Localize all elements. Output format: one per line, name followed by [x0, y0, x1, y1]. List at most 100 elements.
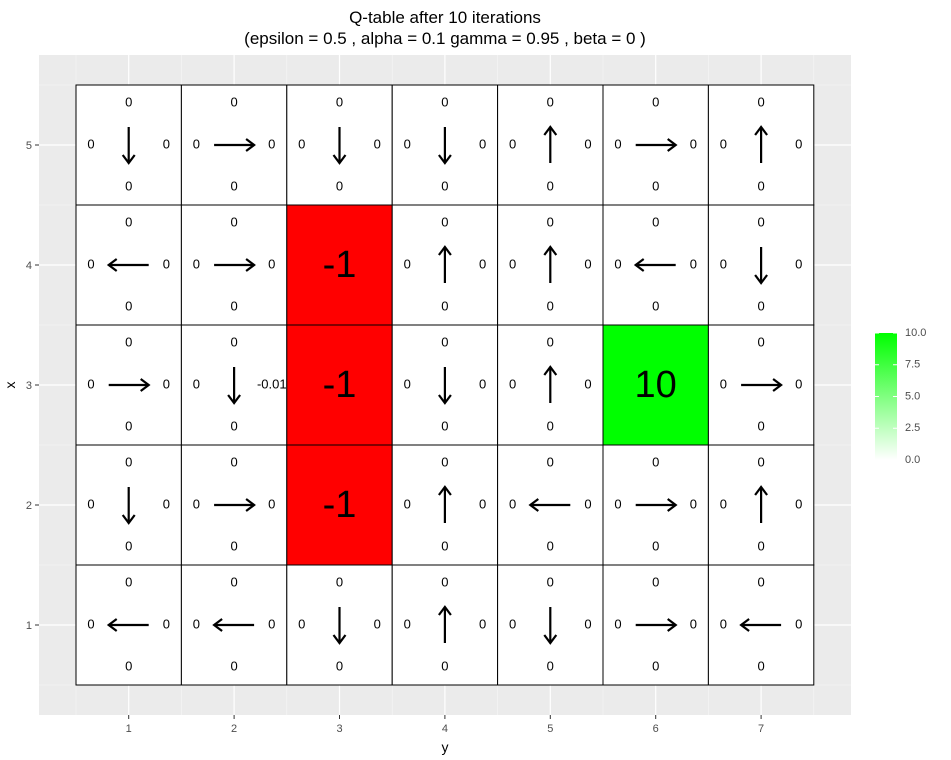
- q-value-left: 0: [614, 616, 621, 631]
- x-axis-title: y: [442, 739, 449, 755]
- arrow-head: [245, 138, 256, 152]
- grid-cell: 0 0 0 0: [75, 204, 182, 326]
- q-value-bottom: 0: [230, 658, 237, 673]
- arrow-head: [438, 154, 452, 165]
- q-value-bottom: 0: [230, 538, 237, 553]
- q-value-top: 0: [336, 574, 343, 589]
- q-value-left: 0: [509, 256, 516, 271]
- q-value-top: 0: [547, 574, 554, 589]
- q-value-bottom: 0: [652, 178, 659, 193]
- grid-cell: 0 0 0 -0.01: [180, 324, 288, 446]
- arrow-right-icon: [635, 498, 678, 512]
- q-value-right: 0: [795, 376, 802, 391]
- q-value-top: 0: [441, 454, 448, 469]
- grid-cell: 0 0 0 0: [75, 444, 182, 566]
- q-value-left: 0: [87, 136, 94, 151]
- grid-cell: 0 0 0 0: [180, 444, 288, 566]
- q-value-bottom: 0: [757, 298, 764, 313]
- grid-cell: 0 0 0 0: [497, 204, 604, 326]
- q-value-bottom: 0: [757, 418, 764, 433]
- q-value-left: 0: [404, 136, 411, 151]
- arrow-up-icon: [754, 125, 768, 163]
- arrow-right-icon: [635, 618, 678, 632]
- q-value-bottom: 0: [230, 418, 237, 433]
- cell-tile: [602, 324, 709, 446]
- q-value-bottom: 0: [757, 178, 764, 193]
- grid-cell: 0 0 0 0: [707, 444, 815, 566]
- q-value-left: 0: [404, 256, 411, 271]
- q-value-bottom: 0: [441, 298, 448, 313]
- arrow-head: [543, 365, 558, 376]
- grid-cell: 0 0 0 0: [180, 564, 288, 686]
- q-value-right: 0: [268, 496, 275, 511]
- grid-cell: 0 0 0 0: [391, 324, 499, 446]
- q-value-bottom: 0: [230, 178, 237, 193]
- q-value-bottom: 0: [125, 658, 132, 673]
- arrow-head: [438, 605, 452, 616]
- q-value-bottom: 0: [547, 658, 554, 673]
- grid-cell: -1: [286, 324, 393, 446]
- q-value-left: 0: [87, 376, 94, 391]
- arrow-head: [754, 274, 768, 285]
- arrow-right-icon: [214, 258, 256, 272]
- grid-cell: 0 0 0 0: [497, 444, 604, 566]
- arrow-head: [739, 618, 750, 632]
- arrow-down-icon: [754, 247, 768, 285]
- q-value-bottom: 0: [336, 658, 343, 673]
- arrow-head: [772, 378, 783, 392]
- q-value-right: 0: [584, 136, 591, 151]
- q-value-right: 0: [690, 136, 697, 151]
- arrow-head: [667, 138, 678, 152]
- q-value-top: 0: [757, 454, 764, 469]
- q-value-right: 0: [584, 256, 591, 271]
- grid-cell: 0 0 0 0: [286, 564, 393, 686]
- q-value-left: 0: [720, 256, 727, 271]
- grid-cell: 0 0 0 0: [707, 324, 815, 446]
- legend-tick-label: 2.5: [905, 422, 920, 434]
- x-tick-label: 2: [231, 723, 237, 735]
- arrow-head: [245, 258, 256, 272]
- arrow-head: [543, 634, 558, 645]
- q-value-top: 0: [230, 94, 237, 109]
- q-value-left: 0: [720, 376, 727, 391]
- q-value-top: 0: [757, 214, 764, 229]
- grid-cell: 0 0 0 0: [75, 564, 182, 686]
- grid-cell: 0 0 0 0: [75, 84, 182, 206]
- y-tick-label: 1: [26, 620, 32, 632]
- arrow-left-icon: [528, 498, 571, 512]
- q-value-right: 0: [795, 496, 802, 511]
- q-value-right: 0: [479, 496, 486, 511]
- legend-tick-label: 0.0: [905, 454, 920, 466]
- q-value-right: 0: [163, 256, 170, 271]
- arrow-left-icon: [106, 258, 149, 272]
- q-value-right: 0: [690, 496, 697, 511]
- grid-cell: 0 0 0 0: [391, 564, 499, 686]
- q-value-top: 0: [547, 454, 554, 469]
- q-value-left: 0: [87, 496, 94, 511]
- cell-tile: [286, 204, 393, 326]
- legend-tick-label: 5.0: [905, 390, 920, 402]
- q-value-top: 0: [441, 574, 448, 589]
- arrow-head: [543, 245, 558, 256]
- q-value-left: 0: [87, 256, 94, 271]
- q-value-bottom: 0: [652, 658, 659, 673]
- q-value-bottom: 0: [336, 178, 343, 193]
- grid-cell: 0 0 0 0: [286, 84, 393, 206]
- arrow-up-icon: [438, 485, 452, 523]
- q-value-left: 0: [404, 496, 411, 511]
- arrow-head: [332, 634, 347, 645]
- arrow-head: [106, 258, 118, 272]
- q-value-bottom: 0: [547, 418, 554, 433]
- q-value-top: 0: [652, 94, 659, 109]
- q-value-left: 0: [298, 136, 305, 151]
- x-tick-label: 1: [126, 723, 132, 735]
- legend-tick-label: 7.5: [905, 359, 920, 371]
- arrow-left-icon: [212, 618, 255, 632]
- q-value-right: 0: [479, 376, 486, 391]
- arrow-left-icon: [739, 618, 782, 632]
- q-value-bottom: 0: [441, 418, 448, 433]
- arrow-right-icon: [214, 498, 256, 512]
- q-value-right: 0: [374, 616, 381, 631]
- y-tick-label: 5: [26, 140, 32, 152]
- arrow-down-icon: [332, 127, 347, 165]
